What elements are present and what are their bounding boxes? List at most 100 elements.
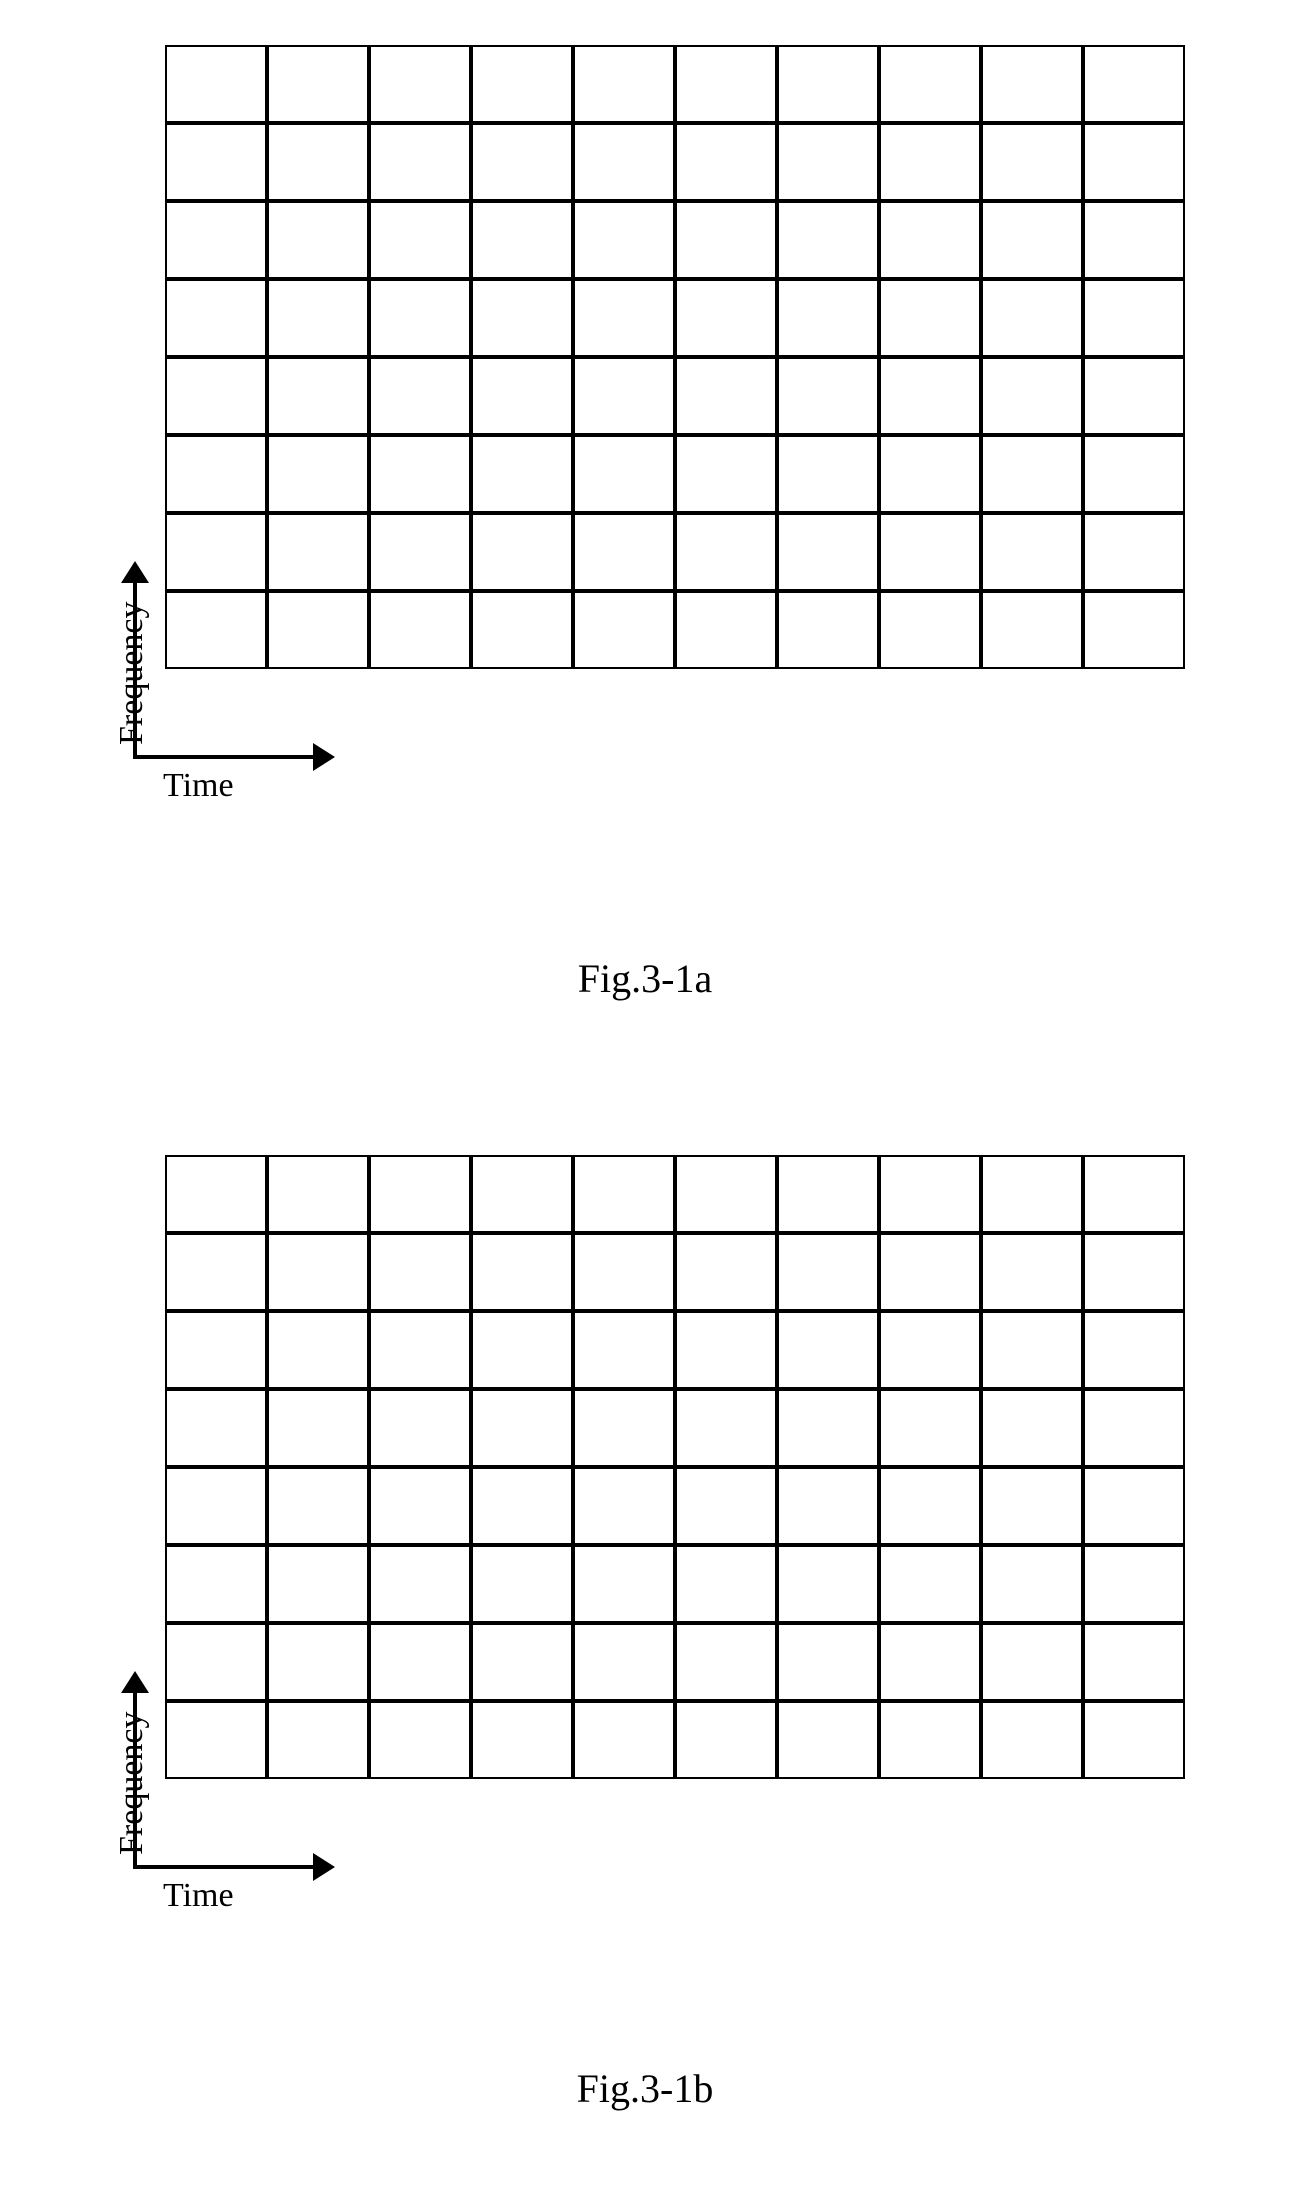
grid-cell (981, 357, 1083, 435)
grid-cell (1083, 1623, 1185, 1701)
grid-cell (267, 513, 369, 591)
grid-cell (777, 1311, 879, 1389)
grid-cell (369, 1311, 471, 1389)
grid-cell (165, 1467, 267, 1545)
grid-cell (267, 357, 369, 435)
grid-cell (777, 1389, 879, 1467)
grid-cell (1083, 513, 1185, 591)
grid-cell (369, 1545, 471, 1623)
grid-cell (369, 1467, 471, 1545)
grid-cell (879, 201, 981, 279)
grid-cell (267, 201, 369, 279)
grid-cell (777, 201, 879, 279)
grid-cell-hatched (471, 1623, 573, 1701)
grid-cell (1083, 279, 1185, 357)
grid-cell (369, 1623, 471, 1701)
grid-cell (573, 1623, 675, 1701)
grid-cell (981, 123, 1083, 201)
grid-cell (981, 1467, 1083, 1545)
grid-cell (879, 513, 981, 591)
grid-cell (1083, 1233, 1185, 1311)
grid-cell (981, 201, 1083, 279)
grid-cell (369, 123, 471, 201)
grid-cell (675, 123, 777, 201)
grid-cell (675, 279, 777, 357)
grid-cell (267, 1155, 369, 1233)
grid-cell (165, 279, 267, 357)
grid-cell (267, 279, 369, 357)
grid-cell-hatched (471, 45, 573, 123)
grid-cell (267, 591, 369, 669)
grid-cell (165, 513, 267, 591)
grid-cell (267, 1623, 369, 1701)
grid-cell (573, 513, 675, 591)
grid-cell (573, 201, 675, 279)
grid-cell (369, 201, 471, 279)
grid-cell (267, 1311, 369, 1389)
grid-cell (675, 513, 777, 591)
grid-cell (1083, 1389, 1185, 1467)
grid-cell (267, 1701, 369, 1779)
grid-cell (777, 1155, 879, 1233)
grid-cell (981, 591, 1083, 669)
grid-cell (165, 123, 267, 201)
grid-cell (573, 435, 675, 513)
grid-cell (675, 591, 777, 669)
grid-cell (675, 1389, 777, 1467)
grid-cell (165, 1701, 267, 1779)
grid-cell-hatched (471, 123, 573, 201)
grid-cell (573, 1155, 675, 1233)
grid-cell-hatched (879, 1233, 981, 1311)
grid-cell (675, 1311, 777, 1389)
grid-cell (1083, 123, 1185, 201)
grid-cell (573, 279, 675, 357)
grid-cell (777, 1701, 879, 1779)
grid-cell (981, 45, 1083, 123)
grid-cell-hatched (471, 279, 573, 357)
grid-cell-hatched (471, 591, 573, 669)
figure-a: Frequency Time Fig.3-1a (0, 0, 1290, 1080)
figure-a-caption: Fig.3-1a (0, 955, 1290, 1002)
grid-cell (573, 1701, 675, 1779)
grid-cell (1083, 1701, 1185, 1779)
x-axis-line (133, 1865, 313, 1869)
grid-cell (267, 1389, 369, 1467)
grid-cell-hatched (471, 357, 573, 435)
grid-cell (777, 1545, 879, 1623)
grid-cell (573, 357, 675, 435)
grid-cell (267, 1467, 369, 1545)
x-axis-arrow-icon (313, 1853, 335, 1881)
grid-cell (165, 1389, 267, 1467)
grid-cell (879, 591, 981, 669)
grid-cell (165, 435, 267, 513)
grid-cell (573, 45, 675, 123)
grid-cell (777, 1623, 879, 1701)
grid-cell (369, 591, 471, 669)
grid-cell-hatched (471, 1701, 573, 1779)
grid-cell (675, 357, 777, 435)
y-axis-arrow-icon (121, 1671, 149, 1693)
grid-cell (369, 1701, 471, 1779)
grid-cell (777, 513, 879, 591)
grid-cell-hatched (879, 1155, 981, 1233)
grid-cell-hatched (471, 435, 573, 513)
y-axis-label: Frequency (113, 601, 151, 745)
grid-cell (267, 123, 369, 201)
figure-a-grid (165, 45, 1185, 669)
grid-cell (981, 279, 1083, 357)
grid-cell-hatched (879, 1701, 981, 1779)
grid-cell (1083, 1545, 1185, 1623)
grid-cell (981, 1311, 1083, 1389)
grid-cell (981, 513, 1083, 591)
grid-cell (369, 45, 471, 123)
y-axis-arrow-icon (121, 561, 149, 583)
grid-cell-hatched (471, 1155, 573, 1233)
x-axis-label: Time (163, 767, 234, 805)
grid-cell (675, 45, 777, 123)
grid-cell (981, 435, 1083, 513)
grid-cell (165, 1155, 267, 1233)
grid-cell (879, 123, 981, 201)
grid-cell (675, 1545, 777, 1623)
grid-cell (165, 1545, 267, 1623)
grid-cell (675, 1233, 777, 1311)
